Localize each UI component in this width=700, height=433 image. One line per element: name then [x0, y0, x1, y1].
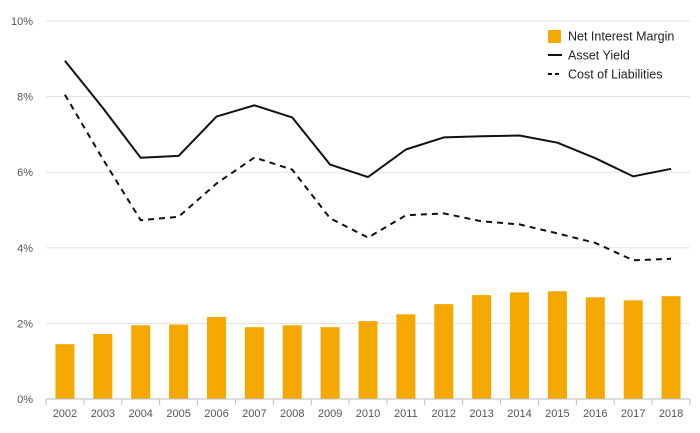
x-tick-label: 2018: [659, 408, 683, 420]
x-tick-label: 2013: [469, 408, 493, 420]
net-interest-margin-bar: [244, 327, 264, 399]
legend-item: Net Interest Margin: [548, 30, 674, 44]
x-tick-label: 2002: [53, 408, 77, 420]
legend-item: Asset Yield: [548, 49, 630, 63]
net-interest-margin-bar: [206, 316, 226, 399]
legend-label: Cost of Liabilities: [568, 68, 663, 82]
asset-yield-line: [64, 60, 672, 179]
net-interest-margin-bar: [585, 297, 605, 399]
net-interest-margin-bar: [169, 324, 189, 399]
net-interest-margin-bar: [472, 295, 492, 399]
net-interest-margin-bar: [282, 325, 302, 399]
net-interest-margin-bar: [661, 296, 681, 399]
y-tick-label: 10%: [11, 16, 33, 28]
gridlines: [46, 20, 690, 324]
y-tick-label: 8%: [17, 92, 33, 104]
line-series: [64, 60, 672, 262]
bar-series-net-interest-margin: [55, 291, 681, 399]
legend-swatch-bar: [548, 30, 561, 43]
y-tick-label: 0%: [17, 394, 33, 406]
net-interest-margin-bar: [131, 325, 151, 399]
net-interest-margin-bar: [547, 291, 567, 399]
legend: Net Interest Margin Asset Yield Cost of Li…: [548, 30, 674, 82]
net-interest-margin-bar: [623, 300, 643, 399]
x-tick-label: 2006: [204, 408, 228, 420]
legend-item: Cost of Liabilities: [548, 68, 663, 82]
x-tick-label: 2011: [394, 408, 418, 420]
x-tick-label: 2004: [128, 408, 152, 420]
x-axis: 2002 2003 2004 2005 2006 2007 2008 2009 2010 2011…: [45, 398, 691, 420]
net-interest-margin-bar: [434, 304, 454, 399]
net-interest-margin-bar: [358, 321, 378, 399]
legend-label: Net Interest Margin: [568, 30, 674, 44]
net-interest-margin-bar: [55, 344, 75, 399]
y-tick-label: 6%: [17, 167, 33, 179]
net-interest-margin-bar: [93, 333, 113, 399]
x-tick-label: 2016: [583, 408, 607, 420]
net-interest-margin-bar: [396, 314, 416, 399]
y-axis-tick-labels: 0% 2% 4% 6% 8% 10%: [11, 16, 33, 406]
x-tick-label: 2003: [91, 408, 115, 420]
x-tick-label: 2015: [545, 408, 569, 420]
net-interest-margin-bar: [320, 327, 340, 399]
y-tick-label: 4%: [17, 243, 33, 255]
x-tick-label: 2009: [318, 408, 342, 420]
x-tick-label: 2007: [242, 408, 266, 420]
x-tick-label: 2005: [166, 408, 190, 420]
y-tick-label: 2%: [17, 318, 33, 330]
x-tick-label: 2008: [280, 408, 304, 420]
x-tick-label: 2017: [621, 408, 645, 420]
x-tick-label: 2014: [507, 408, 531, 420]
legend-label: Asset Yield: [568, 49, 630, 63]
x-tick-label: 2010: [356, 408, 380, 420]
x-tick-label: 2012: [432, 408, 456, 420]
net-interest-margin-bar: [510, 292, 530, 399]
